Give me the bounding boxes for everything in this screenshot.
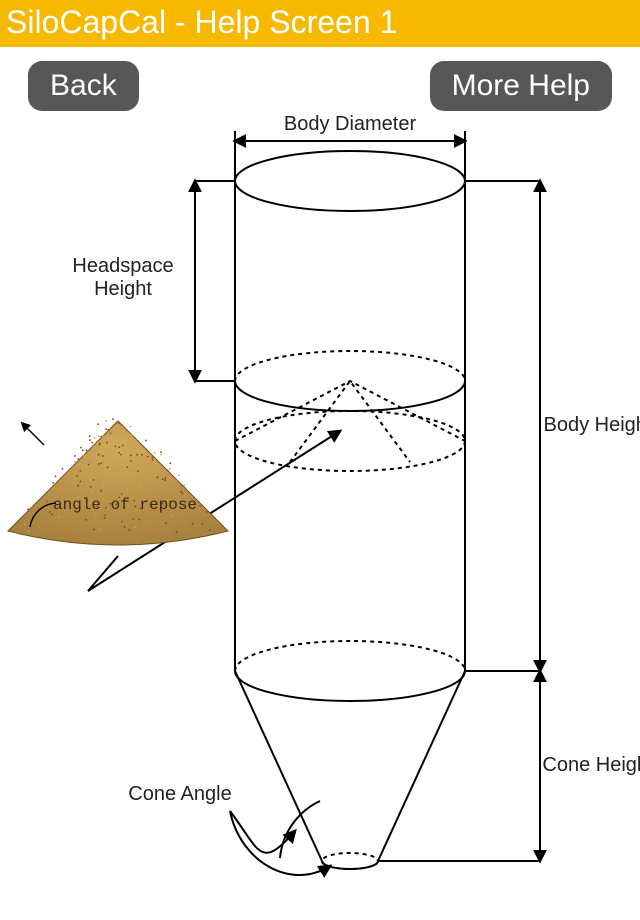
label-body-height: Body Height [538, 414, 640, 437]
label-headspace-height: Headspace Height [63, 255, 183, 301]
label-cone-angle: Cone Angle [120, 783, 240, 806]
more-help-button[interactable]: More Help [430, 61, 612, 111]
titlebar: SiloCapCal - Help Screen 1 [0, 0, 640, 47]
back-button[interactable]: Back [28, 61, 139, 111]
label-cone-height: Cone Height [538, 754, 640, 777]
silo-diagram: angle of repose Body Diameter Headspace … [0, 111, 640, 891]
title-text: SiloCapCal - Help Screen 1 [6, 4, 397, 40]
label-body-diameter: Body Diameter [260, 113, 440, 136]
button-row: Back More Help [0, 47, 640, 111]
label-angle-of-repose: angle of repose [53, 496, 197, 514]
